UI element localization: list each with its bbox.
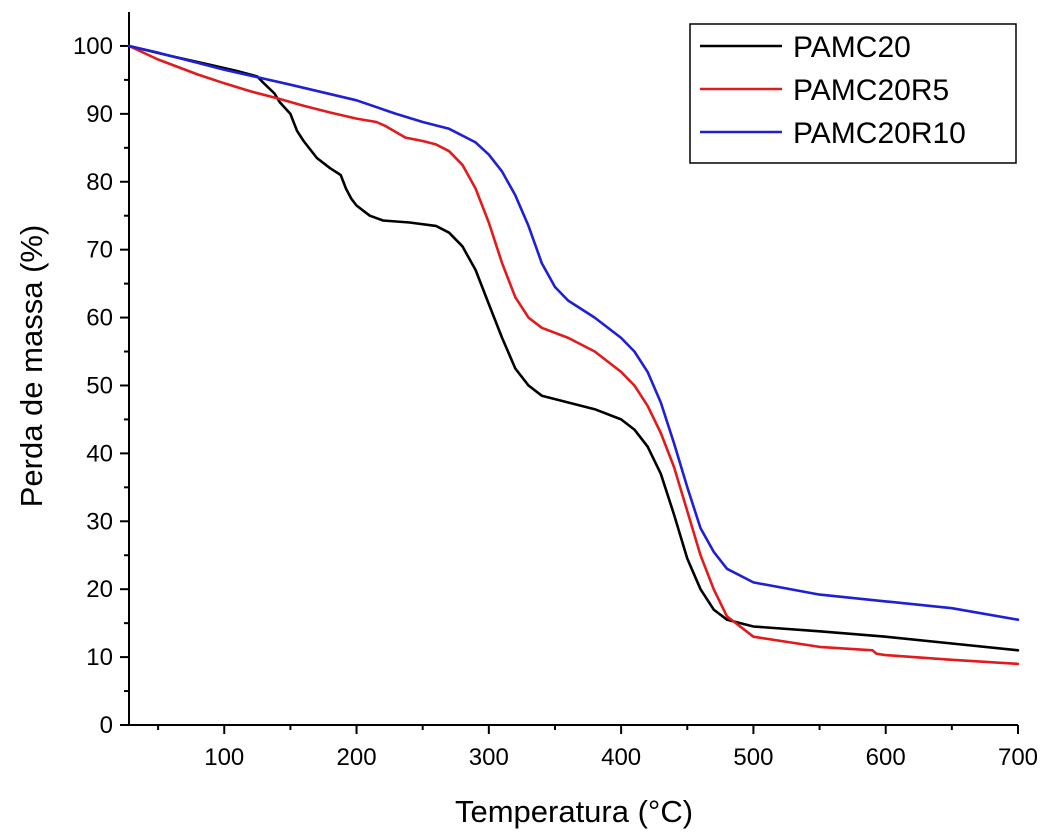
- y-tick-label: 40: [86, 440, 113, 467]
- x-tick-label: 100: [204, 744, 244, 771]
- legend-label-pamc20r10: PAMC20R10: [793, 117, 966, 150]
- y-tick-label: 10: [86, 644, 113, 671]
- y-tick-label: 0: [100, 712, 113, 739]
- y-tick-label: 90: [86, 101, 113, 128]
- y-tick-label: 100: [73, 33, 113, 60]
- y-tick-label: 60: [86, 305, 113, 332]
- y-tick-label: 70: [86, 237, 113, 264]
- y-tick-label: 80: [86, 169, 113, 196]
- series-line-pamc20r5: [127, 44, 1020, 666]
- x-tick-label: 200: [337, 744, 377, 771]
- y-tick-label: 50: [86, 372, 113, 399]
- legend-label-pamc20: PAMC20: [793, 31, 911, 64]
- x-tick-label: 500: [733, 744, 773, 771]
- x-axis-title: Temperatura (°C): [455, 794, 693, 829]
- data-series: [127, 44, 1020, 666]
- x-tick-label: 600: [866, 744, 906, 771]
- y-axis-title: Perda de massa (%): [14, 225, 49, 508]
- y-tick-label: 20: [86, 576, 113, 603]
- legend-label-pamc20r5: PAMC20R5: [793, 74, 949, 107]
- series-line-pamc20: [127, 44, 1020, 652]
- legend: PAMC20 PAMC20R5 PAMC20R10: [689, 23, 1017, 164]
- x-tick-label: 300: [469, 744, 509, 771]
- axes: [128, 12, 1018, 726]
- x-tick-label: 400: [601, 744, 641, 771]
- y-tick-label: 30: [86, 508, 113, 535]
- x-tick-label: 700: [998, 744, 1038, 771]
- series-line-pamc20r10: [127, 44, 1020, 622]
- axis-ticks: 100 200 300 400 500 600 700 0 10 20 30 40 50 60 70 80 90…: [73, 33, 1038, 771]
